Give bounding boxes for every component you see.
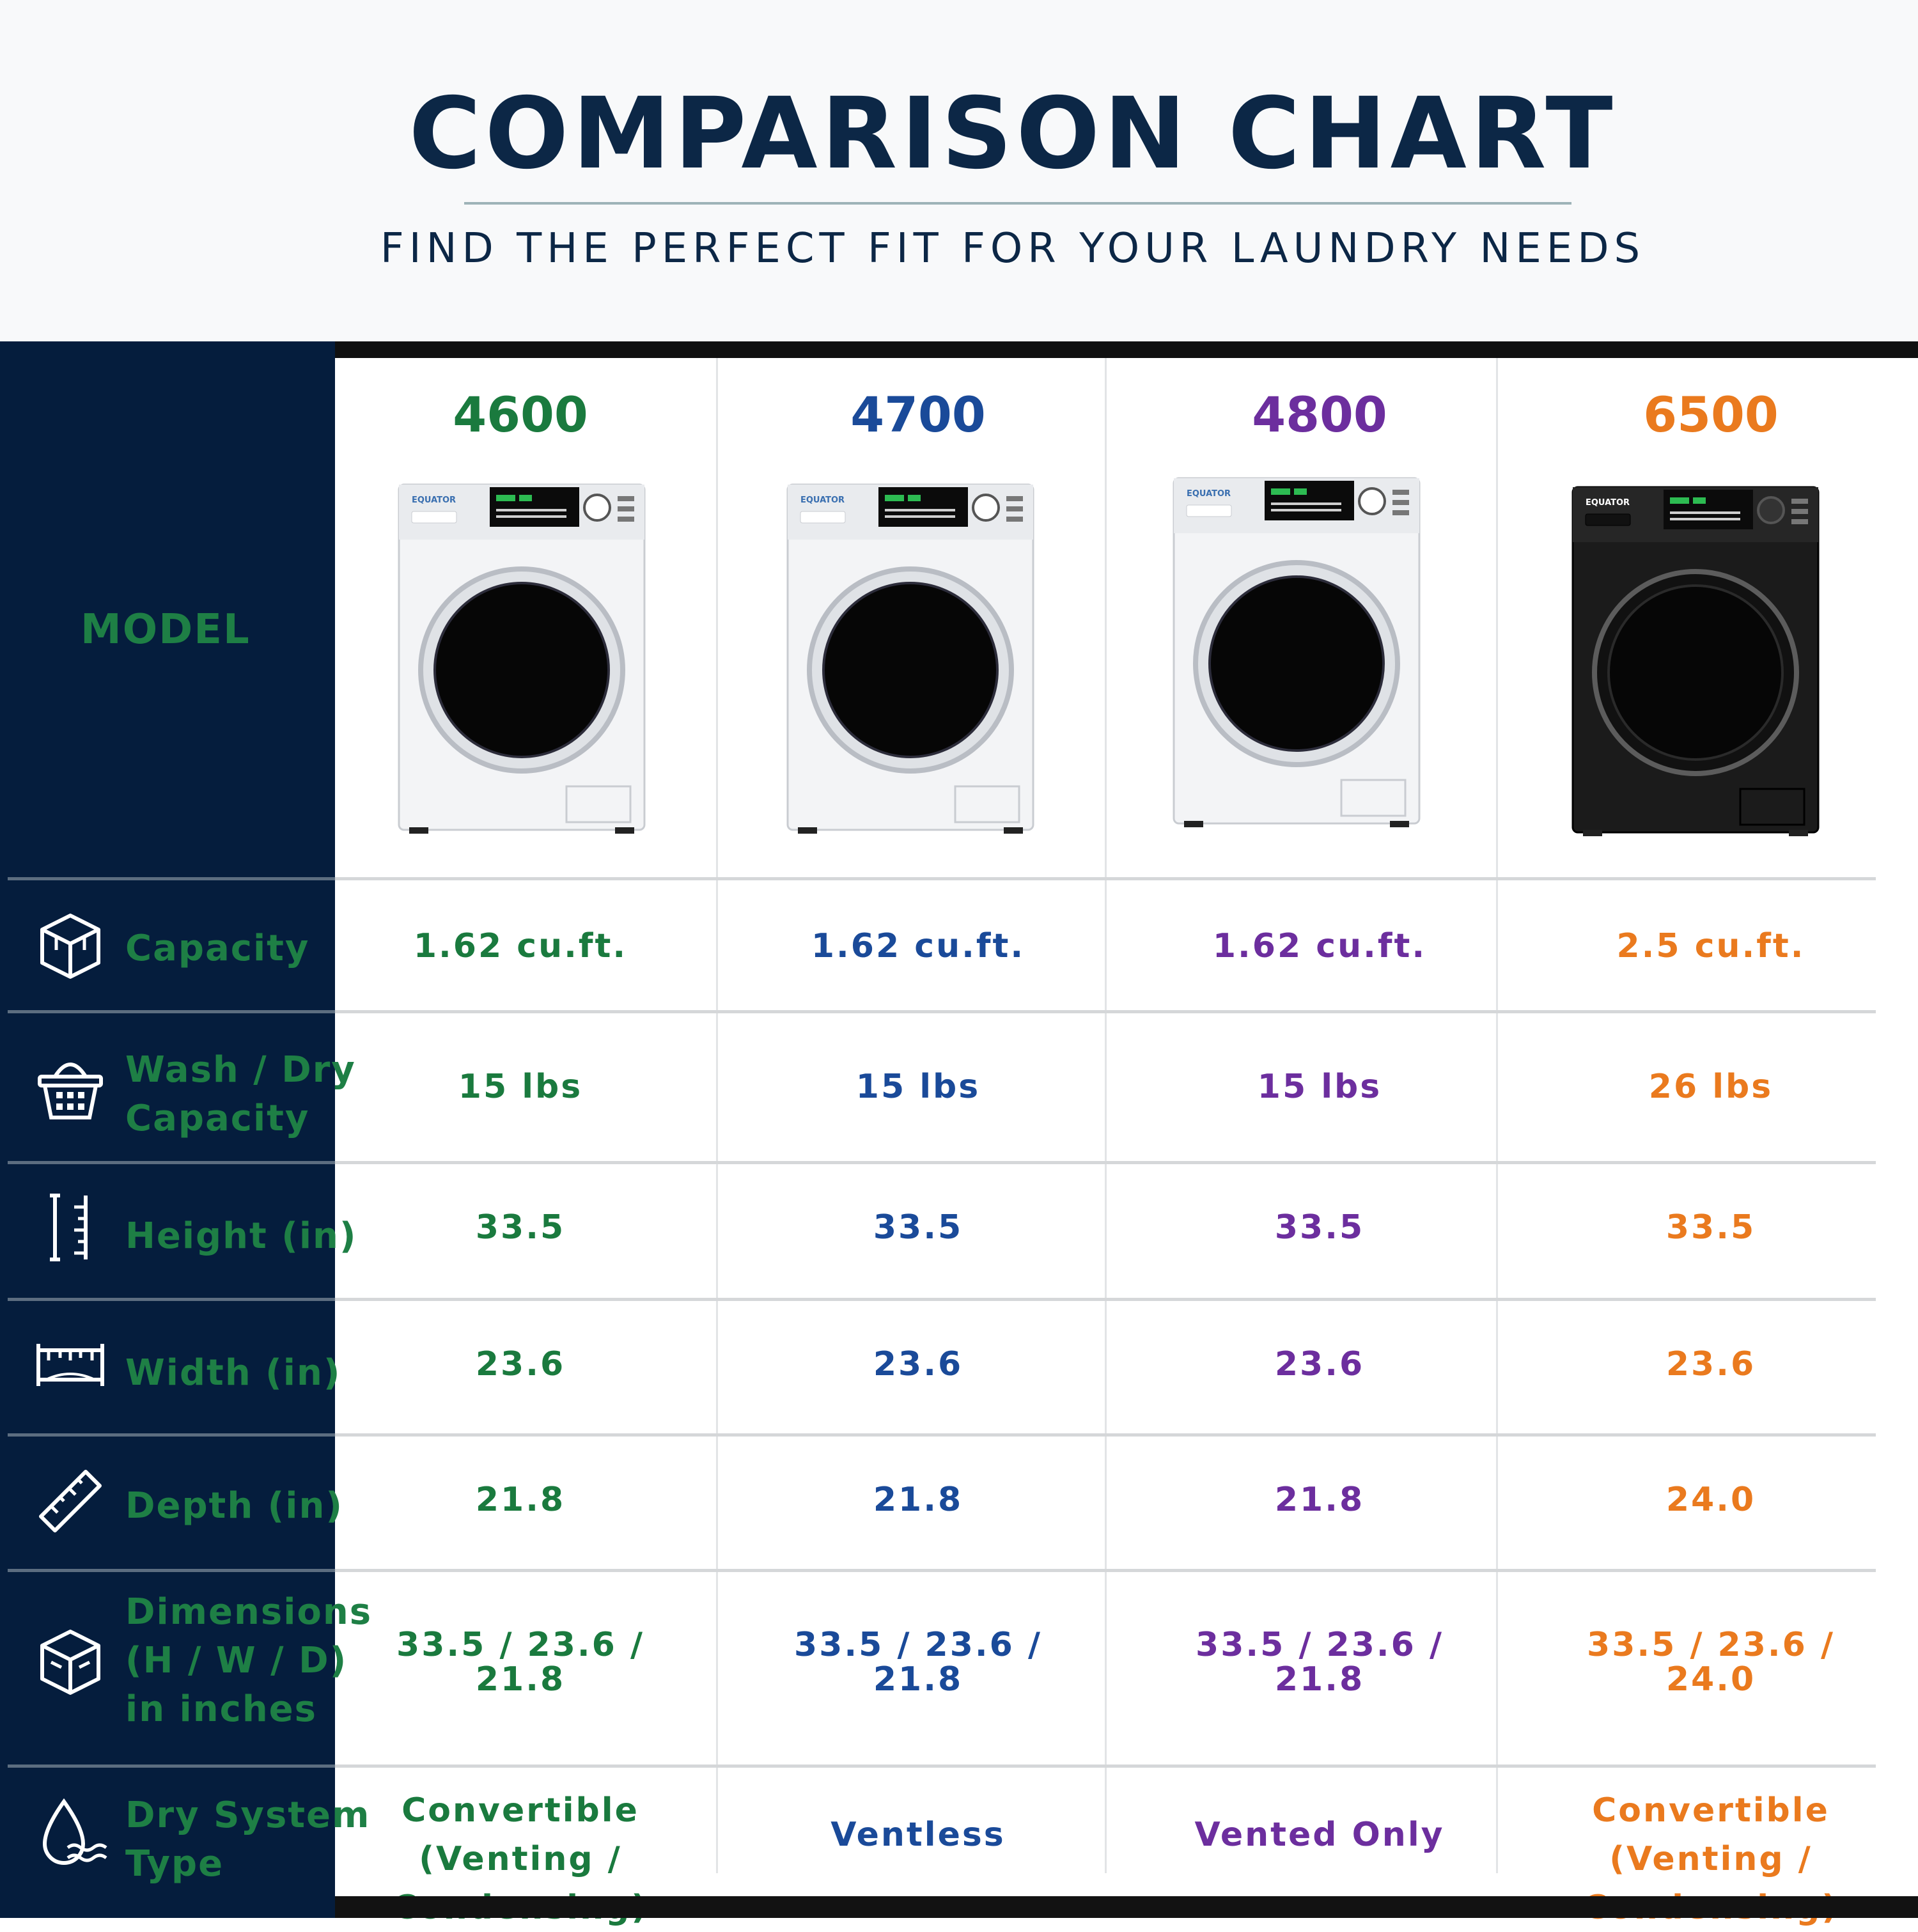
spec-cell: 33.5 bbox=[1274, 1208, 1365, 1247]
page-title: COMPARISON CHART bbox=[409, 77, 1617, 191]
spec-cell: 33.5 bbox=[475, 1208, 566, 1247]
vertical-ruler-icon bbox=[32, 1189, 109, 1266]
model-name-6500: 6500 bbox=[1643, 386, 1779, 443]
spec-cell: 33.5 / 23.6 / 21.8 bbox=[1196, 1626, 1444, 1699]
svg-text:EQUATOR: EQUATOR bbox=[412, 495, 456, 505]
model-name-4700: 4700 bbox=[850, 386, 986, 443]
page-subtitle: FIND THE PERFECT FIT FOR YOUR LAUNDRY NE… bbox=[380, 225, 1646, 272]
sidebar bbox=[0, 341, 335, 1918]
spec-cell: 33.5 / 23.6 / 21.8 bbox=[396, 1626, 644, 1699]
model-name-4800: 4800 bbox=[1252, 386, 1387, 443]
row-divider bbox=[335, 1298, 1876, 1301]
row-divider bbox=[335, 1433, 1876, 1437]
spec-cell: Ventless bbox=[830, 1816, 1006, 1854]
spec-cell: Vented Only bbox=[1194, 1816, 1445, 1854]
sidebar-row-divider bbox=[8, 1433, 335, 1437]
title-divider bbox=[464, 202, 1571, 205]
washer-dryer-image-6500: EQUATOR bbox=[1568, 483, 1823, 844]
washer-dryer-image-4600: EQUATOR bbox=[394, 481, 650, 841]
svg-text:EQUATOR: EQUATOR bbox=[1586, 498, 1630, 508]
sidebar-row-label: Dry System Type bbox=[125, 1795, 371, 1885]
spec-cell: 23.6 bbox=[475, 1345, 566, 1383]
row-divider bbox=[335, 877, 1876, 880]
spec-cell: 15 lbs bbox=[458, 1068, 583, 1106]
sidebar-row-label: Capacity bbox=[125, 928, 310, 969]
sidebar-row-label: Height (in) bbox=[125, 1215, 357, 1257]
svg-text:EQUATOR: EQUATOR bbox=[1187, 489, 1231, 499]
sidebar-row-divider bbox=[8, 1010, 335, 1013]
spec-cell: 1.62 cu.ft. bbox=[413, 927, 628, 965]
row-divider bbox=[335, 1569, 1876, 1572]
sidebar-row-divider bbox=[8, 1161, 335, 1164]
sidebar-row-label: Depth (in) bbox=[125, 1485, 343, 1527]
spec-cell: 1.62 cu.ft. bbox=[1212, 927, 1427, 965]
sidebar-row-label: Width (in) bbox=[125, 1352, 341, 1394]
spec-cell: 15 lbs bbox=[855, 1068, 981, 1106]
washer-dryer-image-4700: EQUATOR bbox=[783, 481, 1038, 841]
sidebar-row-label: Wash / Dry Capacity bbox=[125, 1049, 356, 1139]
sidebar-row-divider bbox=[8, 1569, 335, 1572]
row-divider bbox=[335, 1765, 1876, 1768]
cube-icon bbox=[32, 1624, 109, 1701]
diagonal-ruler-icon bbox=[32, 1461, 109, 1538]
column-divider bbox=[1105, 358, 1107, 1873]
spec-cell: 2.5 cu.ft. bbox=[1616, 927, 1805, 965]
spec-cell: 23.6 bbox=[1274, 1345, 1365, 1383]
spec-cell: 26 lbs bbox=[1648, 1068, 1774, 1106]
sidebar-row-label: Dimensions (H / W / D) in inches bbox=[125, 1591, 373, 1730]
row-divider bbox=[335, 1161, 1876, 1164]
spec-cell: 1.62 cu.ft. bbox=[811, 927, 1025, 965]
spec-cell: 23.6 bbox=[873, 1345, 963, 1383]
svg-text:EQUATOR: EQUATOR bbox=[800, 495, 845, 505]
spec-cell: 33.5 / 23.6 / 24.0 bbox=[1587, 1626, 1835, 1699]
spec-cell: 33.5 bbox=[1665, 1208, 1756, 1247]
washer-dryer-image-4800: EQUATOR bbox=[1169, 474, 1424, 835]
spec-cell: 21.8 bbox=[873, 1481, 963, 1519]
water-drop-icon bbox=[32, 1796, 109, 1873]
column-divider bbox=[716, 358, 718, 1873]
sidebar-row-divider bbox=[8, 1765, 335, 1768]
sidebar-row-divider bbox=[8, 1298, 335, 1301]
row-divider bbox=[335, 1010, 1876, 1013]
model-name-4600: 4600 bbox=[453, 386, 588, 443]
spec-cell: 33.5 bbox=[873, 1208, 963, 1247]
horizontal-ruler-icon bbox=[32, 1326, 109, 1403]
header: COMPARISON CHART FIND THE PERFECT FIT FO… bbox=[0, 0, 1918, 341]
spec-cell: 21.8 bbox=[1274, 1481, 1365, 1519]
model-row-label: MODEL bbox=[81, 606, 251, 653]
box-3d-icon bbox=[32, 908, 109, 985]
spec-cell: 15 lbs bbox=[1257, 1068, 1382, 1106]
column-divider bbox=[1496, 358, 1498, 1873]
sidebar-row-divider bbox=[8, 877, 335, 880]
laundry-basket-icon bbox=[32, 1048, 109, 1125]
spec-cell: 21.8 bbox=[475, 1481, 566, 1519]
spec-cell: 24.0 bbox=[1665, 1481, 1756, 1519]
bottom-divider-band bbox=[335, 1896, 1918, 1918]
spec-cell: 33.5 / 23.6 / 21.8 bbox=[794, 1626, 1042, 1699]
spec-cell: 23.6 bbox=[1665, 1345, 1756, 1383]
